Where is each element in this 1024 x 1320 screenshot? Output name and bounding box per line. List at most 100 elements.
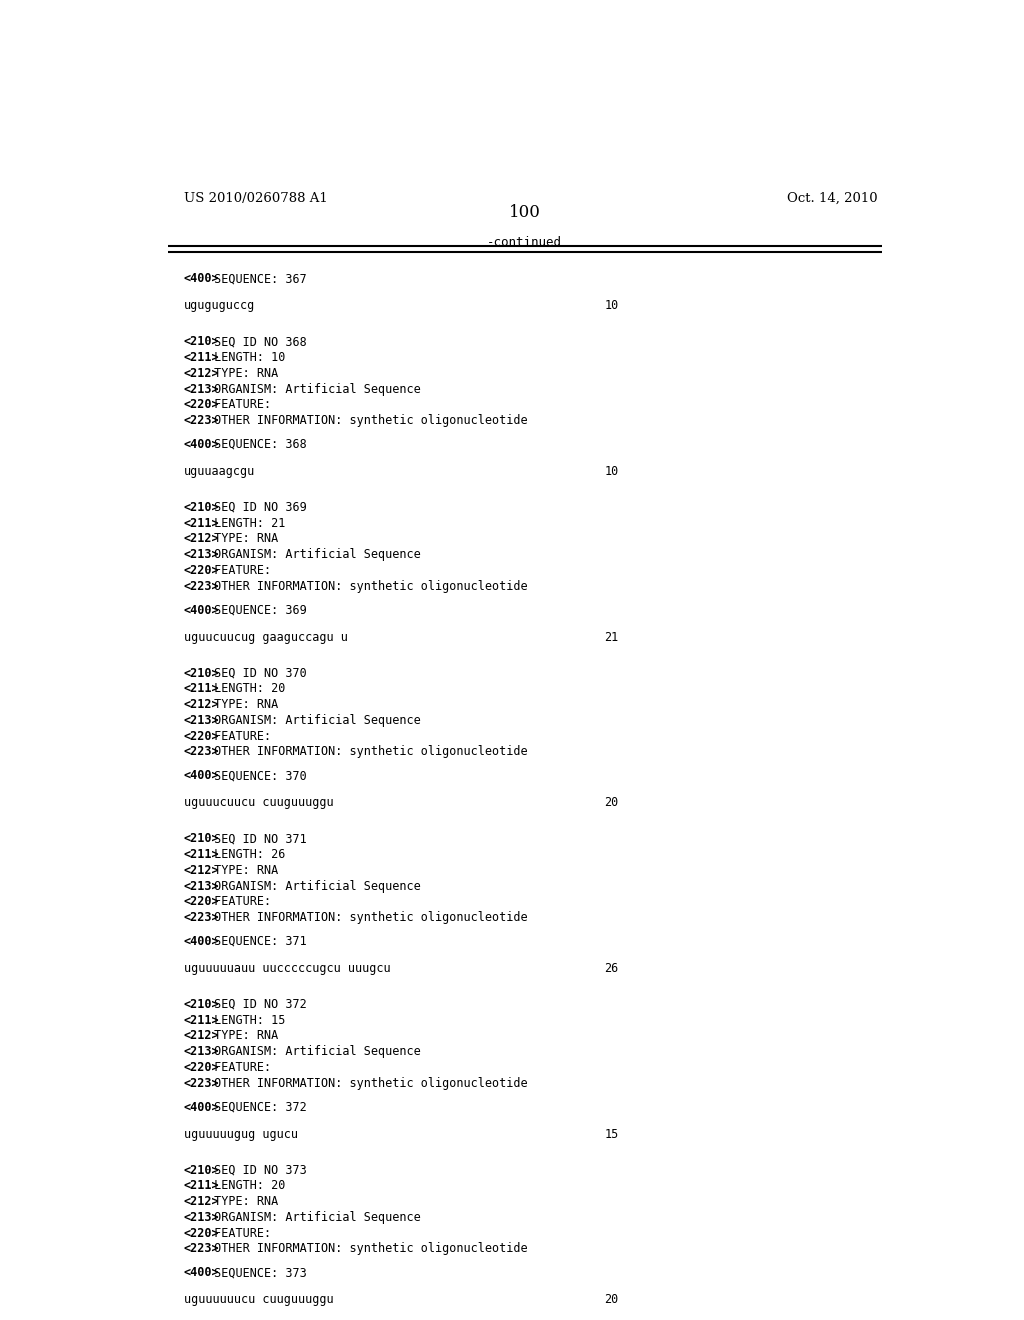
- Text: FEATURE:: FEATURE:: [207, 730, 270, 743]
- Text: 10: 10: [604, 465, 618, 478]
- Text: <400>: <400>: [183, 438, 219, 451]
- Text: <212>: <212>: [183, 367, 219, 380]
- Text: <223>: <223>: [183, 1077, 219, 1090]
- Text: -continued: -continued: [487, 236, 562, 248]
- Text: <213>: <213>: [183, 548, 219, 561]
- Text: SEQUENCE: 367: SEQUENCE: 367: [207, 272, 306, 285]
- Text: uguuaagcgu: uguuaagcgu: [183, 465, 255, 478]
- Text: LENGTH: 15: LENGTH: 15: [207, 1014, 285, 1027]
- Text: 15: 15: [604, 1127, 618, 1140]
- Text: <210>: <210>: [183, 833, 219, 845]
- Text: TYPE: RNA: TYPE: RNA: [207, 863, 278, 876]
- Text: <400>: <400>: [183, 770, 219, 783]
- Text: OTHER INFORMATION: synthetic oligonucleotide: OTHER INFORMATION: synthetic oligonucleo…: [207, 1077, 527, 1090]
- Text: FEATURE:: FEATURE:: [207, 1226, 270, 1239]
- Text: <210>: <210>: [183, 667, 219, 680]
- Text: FEATURE:: FEATURE:: [207, 895, 270, 908]
- Text: 26: 26: [604, 962, 618, 975]
- Text: ORGANISM: Artificial Sequence: ORGANISM: Artificial Sequence: [207, 383, 420, 396]
- Text: uguucuucug gaaguccagu u: uguucuucug gaaguccagu u: [183, 631, 347, 644]
- Text: <211>: <211>: [183, 1179, 219, 1192]
- Text: OTHER INFORMATION: synthetic oligonucleotide: OTHER INFORMATION: synthetic oligonucleo…: [207, 1242, 527, 1255]
- Text: uguuucuucu cuuguuuggu: uguuucuucu cuuguuuggu: [183, 796, 333, 809]
- Text: 21: 21: [604, 631, 618, 644]
- Text: <212>: <212>: [183, 863, 219, 876]
- Text: <223>: <223>: [183, 579, 219, 593]
- Text: SEQ ID NO 373: SEQ ID NO 373: [207, 1164, 306, 1176]
- Text: <212>: <212>: [183, 1195, 219, 1208]
- Text: uguuuuuauu uucccccugcu uuugcu: uguuuuuauu uucccccugcu uuugcu: [183, 962, 390, 975]
- Text: ORGANISM: Artificial Sequence: ORGANISM: Artificial Sequence: [207, 714, 420, 727]
- Text: OTHER INFORMATION: synthetic oligonucleotide: OTHER INFORMATION: synthetic oligonucleo…: [207, 911, 527, 924]
- Text: <220>: <220>: [183, 399, 219, 412]
- Text: LENGTH: 20: LENGTH: 20: [207, 1179, 285, 1192]
- Text: TYPE: RNA: TYPE: RNA: [207, 1030, 278, 1043]
- Text: uguguguccg: uguguguccg: [183, 300, 255, 312]
- Text: SEQ ID NO 372: SEQ ID NO 372: [207, 998, 306, 1011]
- Text: <211>: <211>: [183, 351, 219, 364]
- Text: <223>: <223>: [183, 746, 219, 759]
- Text: <212>: <212>: [183, 698, 219, 711]
- Text: 20: 20: [604, 796, 618, 809]
- Text: <211>: <211>: [183, 1014, 219, 1027]
- Text: <212>: <212>: [183, 532, 219, 545]
- Text: SEQ ID NO 368: SEQ ID NO 368: [207, 335, 306, 348]
- Text: OTHER INFORMATION: synthetic oligonucleotide: OTHER INFORMATION: synthetic oligonucleo…: [207, 746, 527, 759]
- Text: SEQUENCE: 369: SEQUENCE: 369: [207, 603, 306, 616]
- Text: Oct. 14, 2010: Oct. 14, 2010: [787, 191, 878, 205]
- Text: <210>: <210>: [183, 335, 219, 348]
- Text: SEQUENCE: 370: SEQUENCE: 370: [207, 770, 306, 783]
- Text: <213>: <213>: [183, 714, 219, 727]
- Text: 10: 10: [604, 300, 618, 312]
- Text: <210>: <210>: [183, 1164, 219, 1176]
- Text: <223>: <223>: [183, 911, 219, 924]
- Text: <400>: <400>: [183, 935, 219, 948]
- Text: <220>: <220>: [183, 895, 219, 908]
- Text: FEATURE:: FEATURE:: [207, 1061, 270, 1074]
- Text: OTHER INFORMATION: synthetic oligonucleotide: OTHER INFORMATION: synthetic oligonucleo…: [207, 579, 527, 593]
- Text: <220>: <220>: [183, 1061, 219, 1074]
- Text: ORGANISM: Artificial Sequence: ORGANISM: Artificial Sequence: [207, 1210, 420, 1224]
- Text: <213>: <213>: [183, 1045, 219, 1059]
- Text: 100: 100: [509, 205, 541, 222]
- Text: SEQUENCE: 371: SEQUENCE: 371: [207, 935, 306, 948]
- Text: SEQUENCE: 372: SEQUENCE: 372: [207, 1101, 306, 1114]
- Text: ORGANISM: Artificial Sequence: ORGANISM: Artificial Sequence: [207, 548, 420, 561]
- Text: SEQ ID NO 369: SEQ ID NO 369: [207, 500, 306, 513]
- Text: <223>: <223>: [183, 1242, 219, 1255]
- Text: <211>: <211>: [183, 847, 219, 861]
- Text: uguuuuuucu cuuguuuggu: uguuuuuucu cuuguuuggu: [183, 1294, 333, 1307]
- Text: <213>: <213>: [183, 383, 219, 396]
- Text: ORGANISM: Artificial Sequence: ORGANISM: Artificial Sequence: [207, 1045, 420, 1059]
- Text: <400>: <400>: [183, 1101, 219, 1114]
- Text: SEQ ID NO 371: SEQ ID NO 371: [207, 833, 306, 845]
- Text: LENGTH: 20: LENGTH: 20: [207, 682, 285, 696]
- Text: OTHER INFORMATION: synthetic oligonucleotide: OTHER INFORMATION: synthetic oligonucleo…: [207, 414, 527, 428]
- Text: <211>: <211>: [183, 516, 219, 529]
- Text: <213>: <213>: [183, 879, 219, 892]
- Text: TYPE: RNA: TYPE: RNA: [207, 532, 278, 545]
- Text: <220>: <220>: [183, 730, 219, 743]
- Text: SEQUENCE: 373: SEQUENCE: 373: [207, 1266, 306, 1279]
- Text: <210>: <210>: [183, 500, 219, 513]
- Text: TYPE: RNA: TYPE: RNA: [207, 1195, 278, 1208]
- Text: <223>: <223>: [183, 414, 219, 428]
- Text: <210>: <210>: [183, 998, 219, 1011]
- Text: LENGTH: 10: LENGTH: 10: [207, 351, 285, 364]
- Text: LENGTH: 26: LENGTH: 26: [207, 847, 285, 861]
- Text: FEATURE:: FEATURE:: [207, 399, 270, 412]
- Text: FEATURE:: FEATURE:: [207, 564, 270, 577]
- Text: LENGTH: 21: LENGTH: 21: [207, 516, 285, 529]
- Text: TYPE: RNA: TYPE: RNA: [207, 698, 278, 711]
- Text: US 2010/0260788 A1: US 2010/0260788 A1: [183, 191, 328, 205]
- Text: SEQ ID NO 370: SEQ ID NO 370: [207, 667, 306, 680]
- Text: 20: 20: [604, 1294, 618, 1307]
- Text: uguuuuugug ugucu: uguuuuugug ugucu: [183, 1127, 298, 1140]
- Text: ORGANISM: Artificial Sequence: ORGANISM: Artificial Sequence: [207, 879, 420, 892]
- Text: <220>: <220>: [183, 564, 219, 577]
- Text: <400>: <400>: [183, 272, 219, 285]
- Text: <400>: <400>: [183, 1266, 219, 1279]
- Text: <213>: <213>: [183, 1210, 219, 1224]
- Text: <212>: <212>: [183, 1030, 219, 1043]
- Text: <211>: <211>: [183, 682, 219, 696]
